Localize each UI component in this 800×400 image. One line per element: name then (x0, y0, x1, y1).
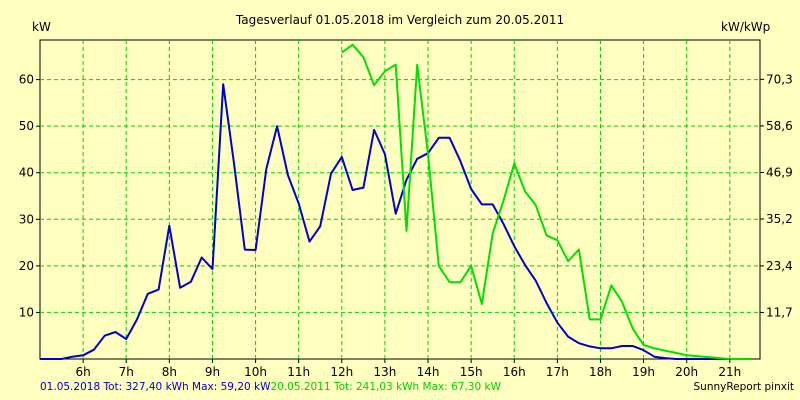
y-left-tick-label: 50 (19, 119, 34, 133)
x-tick-label: 12h (330, 365, 353, 379)
x-tick-label: 20h (675, 365, 698, 379)
axis-ticks: 6h 7h 8h 9h 10h 11h 12h 13h 14h 15h 16h 17h 18h 19h 20… (19, 72, 793, 379)
x-tick-label: 11h (287, 365, 310, 379)
y-left-tick-label: 40 (19, 166, 34, 180)
y-axis-left-label: kW (32, 20, 51, 34)
x-tick-label: 21h (718, 365, 741, 379)
x-tick-label: 17h (546, 365, 569, 379)
y-right-tick-label: 35,2 (766, 212, 793, 226)
x-tick-label: 14h (417, 365, 440, 379)
series-line-1 (40, 83, 730, 360)
x-tick-label: 16h (503, 365, 526, 379)
series-line-2 (341, 43, 752, 360)
y-right-tick-label: 23,4 (766, 259, 793, 273)
x-tick-label: 13h (373, 365, 396, 379)
y-left-tick-label: 10 (19, 305, 34, 319)
y-axis-right-label: kW/kWp (721, 20, 770, 34)
x-tick-label: 6h (75, 365, 90, 379)
y-right-tick-label: 11,7 (766, 305, 793, 319)
legend-series-2: 20.05.2011 Tot: 241,03 kWh Max: 67,30 kW (270, 381, 501, 393)
chart-title: Tagesverlauf 01.05.2018 im Vergleich zum… (235, 13, 564, 27)
legend-series-1: 01.05.2018 Tot: 327,40 kWh Max: 59,20 kW (40, 381, 271, 393)
grid-lines (40, 40, 760, 359)
footer-credit: SunnyReport pinxit (693, 381, 794, 393)
y-right-tick-label: 46,9 (766, 165, 793, 179)
x-tick-label: 19h (632, 365, 655, 379)
y-right-tick-label: 58,6 (766, 119, 793, 133)
x-tick-label: 18h (589, 365, 612, 379)
footer-legend: 01.05.2018 Tot: 327,40 kWh Max: 59,20 kW… (40, 381, 501, 393)
y-left-tick-label: 20 (19, 259, 34, 273)
y-right-tick-label: 70,3 (766, 72, 793, 86)
y-left-tick-label: 30 (19, 212, 34, 226)
x-tick-label: 9h (205, 365, 220, 379)
x-tick-label: 10h (244, 365, 267, 379)
x-tick-label: 8h (162, 365, 177, 379)
x-tick-label: 7h (119, 365, 134, 379)
series-lines (40, 43, 752, 360)
y-left-tick-label: 60 (19, 73, 34, 87)
x-tick-label: 15h (460, 365, 483, 379)
